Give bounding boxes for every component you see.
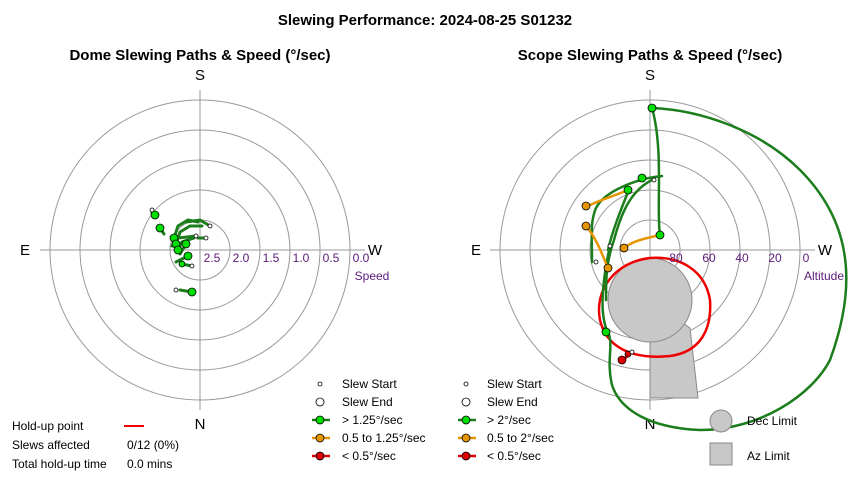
scope-cardinal-e: E: [471, 242, 481, 259]
scope-tick-label: 0: [803, 251, 810, 265]
scope-legend: Slew Start Slew End > 2°/sec 0.5 to 2°/s…: [458, 377, 554, 463]
dome-slew-end-point: [181, 239, 191, 249]
legend-az-limit-marker: [709, 442, 733, 466]
dome-tick-label: 0.0: [353, 251, 370, 265]
dome-slew-end-point: [183, 251, 193, 261]
scope-cardinal-n: N: [645, 416, 656, 433]
scope-tick-label: 40: [735, 251, 749, 265]
figure-title: Slewing Performance: 2024-08-25 S01232: [278, 12, 572, 29]
dome-tick-label: 1.0: [293, 251, 310, 265]
dome-chart-title: Dome Slewing Paths & Speed (°/sec): [69, 47, 330, 64]
scope-slew-end-point: [581, 221, 591, 231]
dome-radial-axis-label: Speed: [355, 269, 390, 283]
limit-legend: Dec Limit Az Limit: [709, 409, 798, 466]
dome-slew-end-point: [150, 210, 160, 220]
scope-slew-path: [606, 106, 848, 432]
dome-slew-points: [149, 207, 213, 297]
dome-cardinal-e: E: [20, 242, 30, 259]
legend-label: Slew End: [342, 395, 393, 409]
scope-slew-end-point: [603, 263, 613, 273]
scope-slew-start-point: [629, 349, 635, 355]
scope-slew-end-point: [601, 327, 611, 337]
scope-slew-path: [622, 233, 662, 250]
dome-slew-end-point: [178, 260, 186, 268]
slews-affected-value: 0/12 (0%): [127, 438, 179, 452]
scope-tick-label: 80: [669, 251, 683, 265]
scope-cardinal-w: W: [818, 242, 833, 259]
scope-slew-end-point: [617, 355, 627, 365]
legend-fast-marker: [461, 415, 471, 425]
dome-slew-path: [184, 218, 212, 228]
scope-cardinal-s: S: [645, 67, 655, 84]
legend-fast-marker: [315, 415, 325, 425]
dome-cardinal-n: N: [195, 416, 206, 433]
legend-slew-start-marker: [463, 381, 469, 387]
scope-tick-label: 20: [768, 251, 782, 265]
legend-label: Slew Start: [487, 377, 542, 391]
legend-label: Slew Start: [342, 377, 397, 391]
scope-dec-limit-region: [607, 257, 693, 343]
dome-legend: Slew Start Slew End > 1.25°/sec 0.5 to 1…: [312, 377, 426, 463]
legend-slew-end-marker: [315, 397, 325, 407]
scope-slew-start-point: [593, 259, 599, 265]
scope-slew-start-point: [651, 177, 657, 183]
scope-slew-end-point: [655, 230, 665, 240]
dome-cardinal-w: W: [368, 242, 383, 259]
scope-slew-path: [586, 188, 630, 208]
scope-slew-points: [581, 103, 665, 365]
dome-tick-label: 1.5: [263, 251, 280, 265]
dome-tick-label: 0.5: [323, 251, 340, 265]
holdup-point-label: Hold-up point: [12, 419, 84, 433]
total-holdup-value: 0.0 mins: [127, 457, 172, 471]
scope-radial-axis-label: Altitude: [804, 269, 844, 283]
legend-label: > 2°/sec: [487, 413, 531, 427]
scope-slew-end-point: [623, 185, 633, 195]
dome-cardinal-s: S: [195, 67, 205, 84]
scope-slew-path: [604, 178, 654, 302]
scope-slew-end-point: [619, 243, 629, 253]
scope-chart: Scope Slewing Paths & Speed (°/sec) S E …: [471, 47, 848, 433]
dome-slew-start-point: [173, 287, 179, 293]
legend-slow-marker: [461, 451, 471, 461]
legend-slow-marker: [315, 451, 325, 461]
legend-label: < 0.5°/sec: [487, 449, 541, 463]
dome-slew-end-point: [155, 223, 165, 233]
legend-label: < 0.5°/sec: [342, 449, 396, 463]
total-holdup-label: Total hold-up time: [12, 457, 107, 471]
dome-slew-start-point: [189, 263, 195, 269]
legend-label: Dec Limit: [747, 414, 798, 428]
legend-label: Az Limit: [747, 449, 790, 463]
holdup-summary: Hold-up point Slews affected 0/12 (0%) T…: [12, 419, 179, 471]
scope-chart-title: Scope Slewing Paths & Speed (°/sec): [518, 47, 782, 64]
legend-slew-end-marker: [461, 397, 471, 407]
dome-slew-start-point: [207, 223, 213, 229]
dome-slew-end-point: [187, 287, 197, 297]
scope-slew-end-point: [647, 103, 657, 113]
scope-slew-path: [650, 106, 662, 237]
legend-label: > 1.25°/sec: [342, 413, 403, 427]
dome-slew-start-point: [203, 235, 209, 241]
legend-medium-marker: [315, 433, 325, 443]
dome-tick-label: 2.0: [233, 251, 250, 265]
dome-slew-start-point: [193, 233, 199, 239]
legend-slew-start-marker: [317, 381, 323, 387]
legend-dec-limit-marker: [709, 409, 733, 433]
legend-label: Slew End: [487, 395, 538, 409]
legend-label: 0.5 to 1.25°/sec: [342, 431, 426, 445]
dome-chart: Dome Slewing Paths & Speed (°/sec) S E W…: [20, 47, 389, 433]
dome-slew-start-point: [149, 207, 155, 213]
scope-slew-end-point: [637, 173, 647, 183]
legend-label: 0.5 to 2°/sec: [487, 431, 554, 445]
dome-slew-end-point: [173, 245, 183, 255]
scope-slew-start-point: [607, 243, 613, 249]
slews-affected-label: Slews affected: [12, 438, 90, 452]
scope-slew-path: [606, 190, 630, 252]
dome-tick-label: 2.5: [204, 251, 221, 265]
scope-tick-label: 60: [702, 251, 716, 265]
legend-medium-marker: [461, 433, 471, 443]
scope-slew-end-point: [581, 201, 591, 211]
